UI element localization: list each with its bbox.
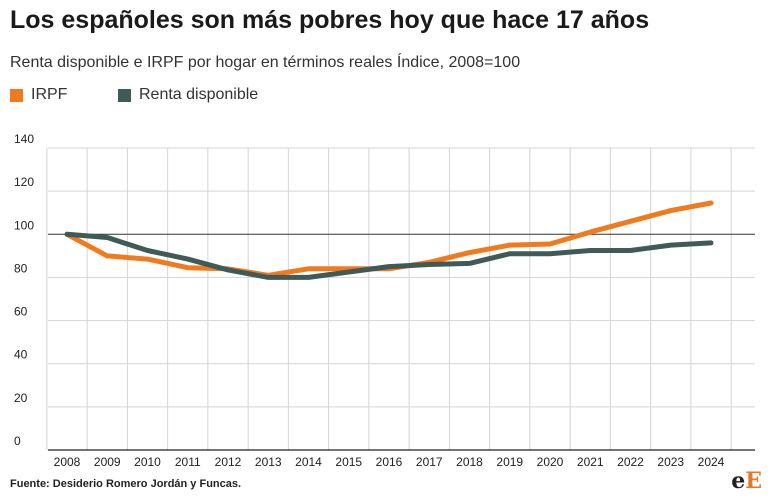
legend-swatch-renta — [118, 88, 131, 102]
legend-label-renta: Renta disponible — [139, 86, 259, 103]
x-tick-label: 2016 — [376, 455, 403, 469]
chart-title: Los españoles son más pobres hoy que hac… — [10, 6, 650, 34]
y-tick-label: 0 — [14, 434, 21, 448]
source-note: Fuente: Desiderio Romero Jordán y Funcas… — [10, 478, 242, 490]
x-tick-label: 2019 — [496, 455, 523, 469]
x-tick-label: 2015 — [335, 455, 362, 469]
y-tick-label: 60 — [14, 305, 28, 319]
x-tick-label: 2011 — [175, 455, 201, 469]
x-tick-label: 2021 — [577, 455, 604, 469]
x-tick-label: 2017 — [416, 455, 443, 469]
y-tick-label: 80 — [14, 261, 28, 275]
y-tick-label: 140 — [14, 132, 34, 146]
x-tick-label: 2018 — [456, 455, 483, 469]
x-tick-label: 2008 — [54, 455, 81, 469]
legend-item-irpf: IRPF — [10, 86, 67, 104]
brand-logo: eE — [731, 468, 762, 494]
y-tick-label: 40 — [14, 348, 28, 362]
chart-subtitle: Renta disponible e IRPF por hogar en tér… — [10, 54, 521, 71]
y-tick-label: 20 — [14, 391, 28, 405]
x-tick-label: 2012 — [215, 455, 242, 469]
legend-item-renta: Renta disponible — [118, 86, 258, 104]
y-tick-label: 100 — [14, 218, 34, 232]
x-tick-label: 2020 — [537, 455, 564, 469]
x-tick-label: 2022 — [617, 455, 644, 469]
x-tick-label: 2024 — [698, 455, 725, 469]
x-tick-label: 2014 — [295, 455, 322, 469]
x-tick-label: 2009 — [94, 455, 121, 469]
y-tick-label: 120 — [14, 175, 34, 189]
legend: IRPF Renta disponible — [10, 86, 750, 106]
legend-label-irpf: IRPF — [31, 86, 68, 103]
x-tick-label: 2023 — [657, 455, 684, 469]
x-tick-label: 2013 — [255, 455, 282, 469]
legend-swatch-irpf — [10, 88, 23, 102]
x-tick-label: 2010 — [134, 455, 161, 469]
